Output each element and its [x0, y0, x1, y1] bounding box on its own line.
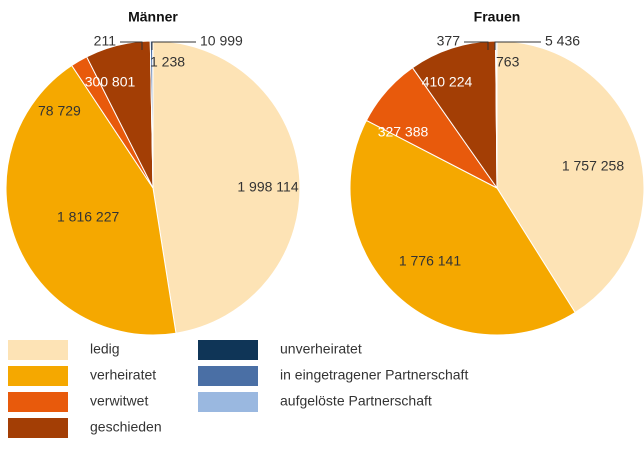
- data-label: 1 776 141: [399, 253, 461, 269]
- pie-slice: [5, 64, 177, 336]
- data-label: 1 238: [150, 54, 185, 70]
- data-label: 410 224: [422, 74, 473, 90]
- legend-label: unverheiratet: [280, 341, 362, 357]
- legend-label: verheiratet: [90, 367, 156, 383]
- chart-title: Frauen: [474, 9, 521, 25]
- data-label: 377: [437, 33, 461, 49]
- data-label: 5 436: [545, 33, 580, 49]
- legend-swatch: [198, 340, 258, 360]
- pie-slice: [496, 40, 644, 314]
- data-label: 327 388: [378, 124, 429, 140]
- legend-label: in eingetragener Partnerschaft: [280, 367, 468, 383]
- data-label: 10 999: [200, 33, 243, 49]
- legend-swatch: [198, 392, 258, 412]
- legend-swatch: [8, 392, 68, 412]
- data-label: 300 801: [85, 74, 136, 90]
- pie-slice: [152, 40, 301, 334]
- pie-slice: [411, 40, 498, 190]
- legend-swatch: [8, 366, 68, 386]
- legend-label: geschieden: [90, 419, 162, 435]
- pie-slice: [349, 119, 576, 336]
- legend-label: verwitwet: [90, 393, 148, 409]
- data-label: 763: [496, 54, 520, 70]
- legend-label: ledig: [90, 341, 120, 357]
- leader-line: [464, 41, 489, 50]
- data-label: 1 998 114: [237, 179, 298, 195]
- leader-line: [120, 41, 143, 50]
- legend-swatch: [8, 340, 68, 360]
- legend-swatch: [8, 418, 68, 438]
- legend-label: aufgelöste Partnerschaft: [280, 393, 432, 409]
- legend-swatch: [198, 366, 258, 386]
- data-label: 78 729: [38, 103, 81, 119]
- data-label: 211: [94, 33, 117, 49]
- chart-title: Männer: [128, 9, 178, 25]
- leader-line: [494, 41, 541, 50]
- data-label: 1 757 258: [562, 158, 624, 174]
- data-label: 1 816 227: [57, 209, 119, 225]
- leader-line: [151, 41, 196, 50]
